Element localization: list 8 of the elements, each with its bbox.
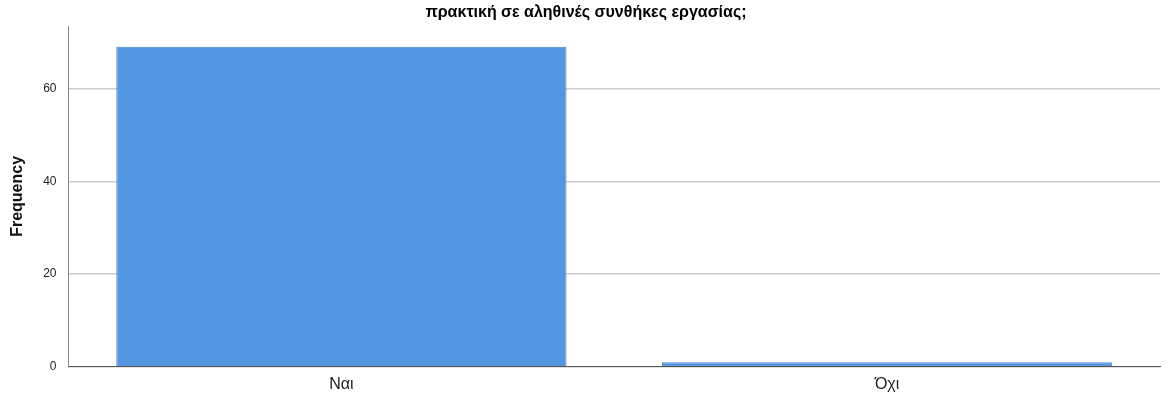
y-tick-label: 20: [43, 266, 57, 281]
y-axis-title: Frequency: [8, 155, 26, 237]
x-tick-label: Ναι: [329, 374, 355, 392]
x-tick-label: Όχι: [873, 374, 900, 392]
chart-title: πρακτική σε αληθινές συνθήκες εργασίας;: [424, 2, 748, 22]
y-tick-label: 60: [43, 80, 57, 95]
y-tick-label: 0: [49, 359, 57, 374]
y-tick-label: 40: [43, 173, 57, 188]
